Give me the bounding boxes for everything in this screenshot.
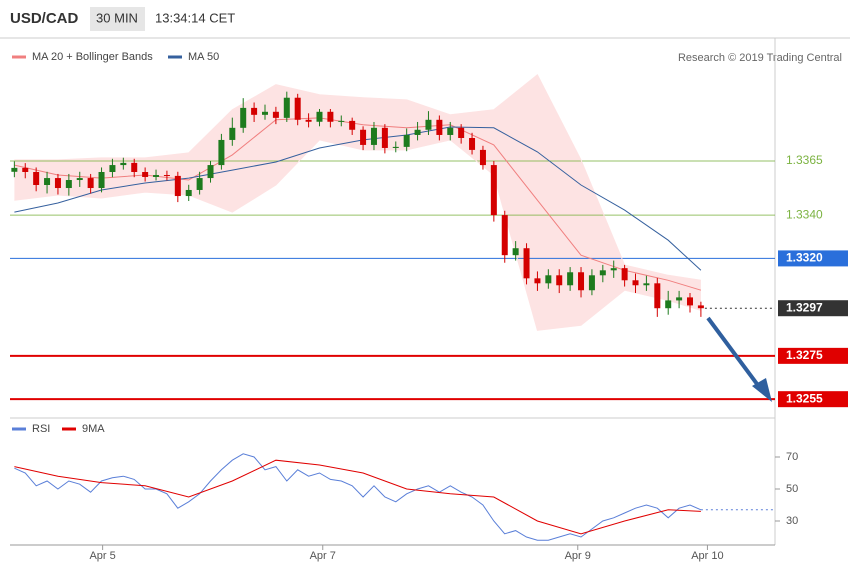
candle-body	[272, 111, 279, 118]
candle-body	[316, 111, 323, 122]
credit: Research © 2019 Trading Central	[678, 52, 842, 64]
candle-body	[185, 189, 192, 197]
candle-body	[207, 165, 214, 179]
legend-label: MA 20 + Bollinger Bands	[32, 51, 153, 63]
level-label: 1.3275	[786, 348, 823, 362]
candle-body	[665, 300, 672, 309]
forecast-arrow-head	[752, 378, 772, 402]
x-tick-label: Apr 7	[310, 550, 336, 562]
candle-body	[142, 172, 149, 177]
candle-body	[360, 129, 367, 145]
level-label-box	[778, 300, 848, 317]
candle-body	[588, 275, 595, 291]
symbol: USD/CAD	[10, 10, 79, 27]
indicator-line	[14, 459, 701, 535]
candle-body	[501, 215, 508, 256]
candle-body	[240, 107, 247, 128]
candle-body	[632, 280, 639, 286]
candle-body	[621, 268, 628, 281]
candle-body	[163, 175, 170, 177]
timeframe-box	[90, 7, 145, 31]
y-tick-label: 30	[786, 515, 798, 527]
candle-body	[425, 119, 432, 130]
candle-body	[76, 178, 83, 181]
candle-body	[676, 297, 683, 301]
candle-body	[98, 172, 105, 189]
candle-body	[490, 165, 497, 216]
y-tick-label: 70	[786, 451, 798, 463]
candle-body	[174, 175, 181, 197]
level-label: 1.3255	[786, 391, 823, 405]
candle-body	[578, 272, 585, 291]
candle-body	[44, 178, 51, 185]
level-label-box	[778, 250, 848, 267]
candle-body	[33, 172, 40, 185]
candle-body	[294, 97, 301, 120]
candle-body	[251, 107, 258, 115]
candle-body	[447, 127, 454, 135]
candle-body	[131, 162, 138, 172]
level-label: 1.3365	[786, 153, 823, 167]
ma-line	[14, 117, 702, 291]
x-tick-label: Apr 10	[691, 550, 723, 562]
candle-body	[654, 283, 661, 309]
level-label: 1.3320	[786, 251, 823, 265]
candle-body	[349, 120, 356, 130]
candle-body	[469, 138, 476, 150]
level-label: 1.3340	[786, 207, 823, 221]
candle-body	[11, 167, 18, 172]
candle-body	[87, 178, 94, 189]
y-tick-label: 50	[786, 483, 798, 495]
candle-body	[381, 127, 388, 148]
candle-body	[262, 111, 268, 115]
candle-body	[534, 278, 541, 284]
candle-body	[327, 111, 334, 122]
candle-body	[479, 149, 486, 166]
candle-body	[65, 180, 72, 189]
indicator-line	[14, 453, 702, 541]
candle-body	[556, 275, 563, 286]
candle-body	[305, 119, 312, 122]
candle-body	[414, 129, 421, 135]
bollinger-upper	[14, 74, 701, 281]
candle-body	[697, 305, 704, 309]
candle-body	[436, 119, 443, 135]
candle-body	[403, 134, 410, 147]
forecast-arrow	[706, 316, 762, 390]
legend-label: 9MA	[82, 423, 105, 435]
timeframe: 30 MIN	[96, 10, 138, 25]
level-label: 1.3297	[786, 300, 823, 314]
candle-body	[54, 178, 61, 189]
legend-label: RSI	[32, 423, 50, 435]
x-tick-label: Apr 9	[565, 550, 591, 562]
candle-body	[22, 167, 29, 172]
candle-body	[196, 178, 203, 190]
candle-body	[599, 270, 606, 276]
time: 13:34:14 CET	[155, 10, 235, 25]
candle-body	[523, 248, 530, 279]
candle-body	[545, 275, 552, 284]
candle-body	[610, 268, 617, 271]
candle-body	[153, 175, 160, 177]
candle-body	[567, 272, 574, 286]
level-label-box	[778, 347, 848, 364]
level-label-box	[778, 391, 848, 408]
candle-body	[283, 97, 290, 118]
candle-body	[218, 139, 225, 166]
candle-body	[392, 146, 399, 148]
candle-body	[109, 165, 116, 172]
candle-body	[229, 127, 236, 140]
candle-body	[458, 127, 465, 138]
candle-body	[643, 283, 650, 286]
legend-label: MA 50	[188, 51, 219, 63]
candle-body	[370, 127, 377, 145]
candle-body	[512, 248, 519, 256]
candle-body	[687, 297, 693, 306]
candle-body	[120, 162, 127, 166]
x-tick-label: Apr 5	[89, 550, 115, 562]
candle-body	[338, 120, 345, 122]
